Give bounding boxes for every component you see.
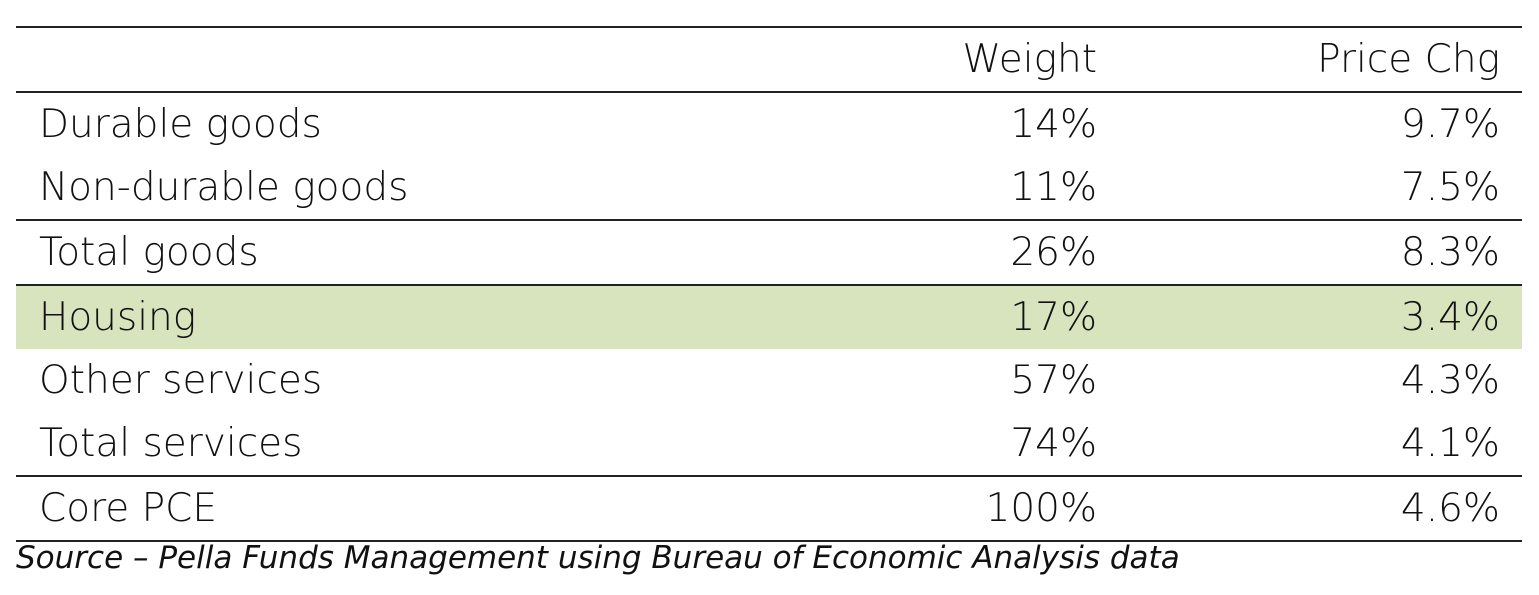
- table-cell: 11%: [1010, 165, 1097, 210]
- table-cell: 17%: [1010, 295, 1097, 340]
- row-label: Total services: [39, 421, 303, 466]
- table-cell: 9.7%: [1400, 102, 1500, 147]
- table-row: Non-durable goods 11% 7.5%: [16, 156, 1522, 221]
- table-cell: 14%: [1010, 102, 1097, 147]
- table-body: Durable goods 14% 9.7% Non-durable goods 11%…: [16, 93, 1522, 540]
- row-label: Durable goods: [39, 102, 322, 147]
- row-label: Housing: [39, 295, 197, 340]
- row-label: Other services: [39, 358, 323, 403]
- table-row: Core PCE 100% 4.6%: [16, 477, 1522, 540]
- table-row: Total services 74% 4.1%: [16, 412, 1522, 477]
- table-row: Housing 17% 3.4%: [16, 286, 1522, 349]
- source-note: Source – Pella Funds Management using Bu…: [16, 540, 1180, 576]
- table-cell: 26%: [1010, 230, 1097, 275]
- column-header: Price Chg: [1317, 37, 1500, 82]
- table-cell: 4.3%: [1400, 358, 1500, 403]
- table-row: Durable goods 14% 9.7%: [16, 93, 1522, 156]
- column-header: Weight: [962, 37, 1097, 82]
- table-cell: 3.4%: [1400, 295, 1500, 340]
- row-label: Total goods: [39, 230, 259, 275]
- table-cell: 4.1%: [1400, 421, 1500, 466]
- table-cell: 7.5%: [1400, 165, 1500, 210]
- header-row: Weight Price Chg: [16, 28, 1522, 93]
- table-cell: 8.3%: [1400, 230, 1500, 275]
- table-cell: 4.6%: [1400, 486, 1500, 531]
- table-cell: 57%: [1010, 358, 1097, 403]
- table-cell: 74%: [1010, 421, 1097, 466]
- table: Weight Price Chg Durable goods 14% 9.7% Non…: [16, 26, 1522, 542]
- table-row: Total goods 26% 8.3%: [16, 221, 1522, 286]
- row-label: Non-durable goods: [39, 165, 409, 210]
- table-cell: 100%: [985, 486, 1098, 531]
- row-label: Core PCE: [39, 486, 218, 531]
- table-row: Other services 57% 4.3%: [16, 349, 1522, 412]
